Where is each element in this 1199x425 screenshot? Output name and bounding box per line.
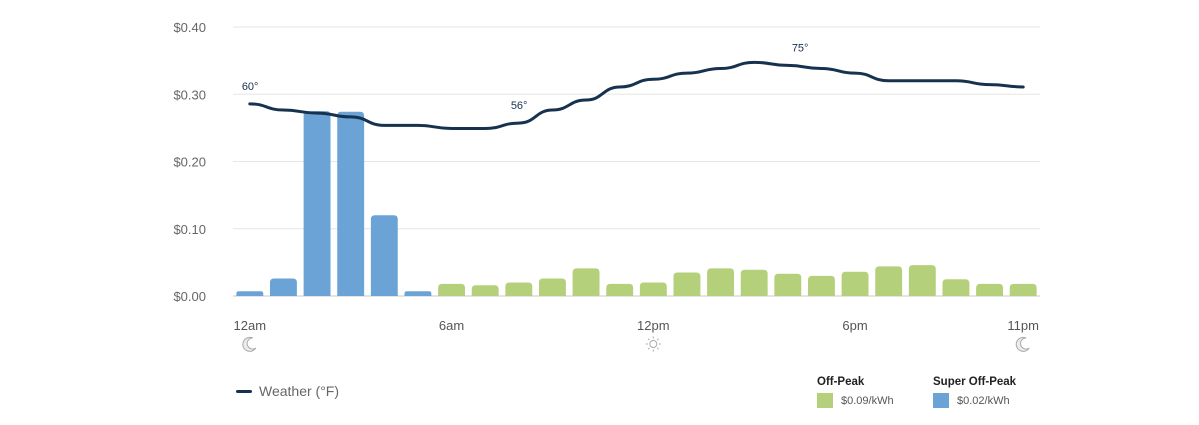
sun-ray xyxy=(647,347,650,350)
x-tick-label: 6pm xyxy=(842,318,867,333)
cost-bar xyxy=(337,111,365,296)
cost-bar xyxy=(673,272,701,296)
sun-icon xyxy=(649,340,658,348)
weather-line xyxy=(248,60,1025,130)
y-tick-label: $0.20 xyxy=(173,155,206,170)
cost-bar xyxy=(807,275,835,296)
cost-bar xyxy=(236,291,264,296)
cost-chart: $0.00 $0.10 $0.20 $0.30 $0.40 60° 56° 75° 12am 6a… xyxy=(173,20,1040,352)
y-tick-label: $0.40 xyxy=(173,20,206,35)
cost-bar xyxy=(269,278,297,296)
cost-bar xyxy=(370,215,398,296)
cost-bar xyxy=(538,278,566,296)
y-tick-label: $0.00 xyxy=(173,289,206,304)
cost-bar xyxy=(976,283,1004,296)
weather-line-swatch xyxy=(236,389,252,393)
sun-ray xyxy=(656,338,659,341)
y-tick-label: $0.30 xyxy=(173,87,206,102)
weather-legend-label: Weather (°F) xyxy=(259,383,340,399)
cost-bar xyxy=(774,273,802,296)
cost-bar xyxy=(639,282,667,296)
cost-bar xyxy=(1009,283,1037,296)
cost-bar xyxy=(404,291,432,296)
super-off-peak-legend: Super Off-Peak $0.02/kWh xyxy=(933,376,1016,408)
cost-bar xyxy=(740,269,768,296)
x-tick-label: 12am xyxy=(234,318,267,333)
sun-ray xyxy=(656,347,659,350)
weather-legend: Weather (°F) xyxy=(236,383,339,399)
super-off-peak-label: Super Off-Peak xyxy=(933,376,1017,388)
off-peak-legend: Off-Peak $0.09/kWh xyxy=(817,376,894,408)
cost-bar xyxy=(471,285,499,296)
cost-bar xyxy=(841,271,869,296)
x-tick-label: 12pm xyxy=(637,318,670,333)
off-peak-label: Off-Peak xyxy=(817,376,865,388)
cost-bar xyxy=(438,283,466,296)
cost-bar xyxy=(572,268,600,296)
cost-bar xyxy=(875,266,903,296)
cost-bar xyxy=(908,265,936,296)
temp-annotation: 75° xyxy=(792,42,809,54)
sun-ray xyxy=(647,338,650,341)
moon-icon xyxy=(1015,336,1030,352)
temp-annotation: 56° xyxy=(511,100,528,112)
cost-bar xyxy=(505,282,533,296)
x-tick-label: 6am xyxy=(439,318,464,333)
cost-bar xyxy=(942,279,970,296)
temp-annotation: 60° xyxy=(242,81,259,93)
cost-bar xyxy=(707,268,735,296)
off-peak-price: $0.09/kWh xyxy=(841,394,894,407)
y-tick-label: $0.10 xyxy=(173,222,206,237)
off-peak-swatch xyxy=(817,393,833,408)
cost-bar xyxy=(606,283,634,296)
x-tick-label: 11pm xyxy=(1007,318,1039,333)
moon-icon xyxy=(242,336,257,352)
super-off-peak-price: $0.02/kWh xyxy=(957,394,1010,407)
cost-bar xyxy=(303,111,331,296)
super-off-peak-swatch xyxy=(933,393,949,408)
